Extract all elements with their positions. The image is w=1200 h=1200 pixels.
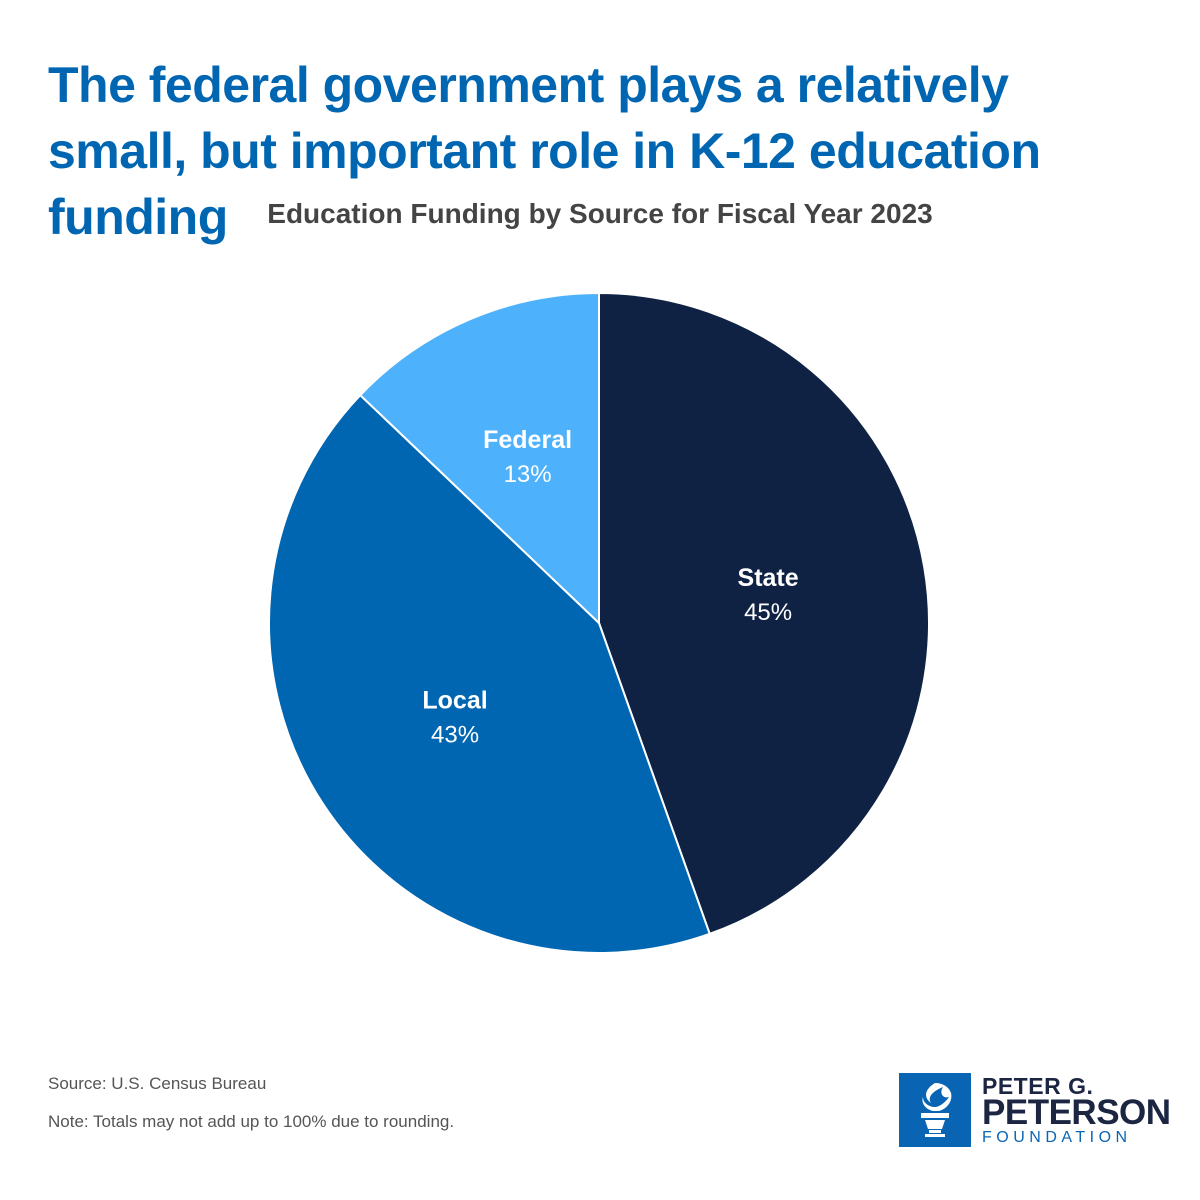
pie-slice-local [268,393,711,954]
pie-slice-federal [358,291,600,626]
torch-icon [899,1073,971,1147]
chart-title: The federal government plays a relativel… [48,57,1041,245]
peterson-foundation-logo: PETER G. PETERSON FOUNDATION [899,1073,1171,1149]
slice-label-state: State [738,564,799,592]
logo-text-line3: FOUNDATION [982,1129,1132,1146]
pie-chart: State 45% Local 43% Federal 13% [268,291,930,954]
chart-subtitle: Education Funding by Source for Fiscal Y… [267,198,933,229]
source-note: Source: U.S. Census Bureau [48,1074,267,1093]
footnote: Note: Totals may not add up to 100% due … [48,1112,455,1131]
slice-label-federal: Federal [483,426,572,454]
logo-text-line1: PETER G. [982,1073,1094,1099]
logo-text-line2: PETERSON [982,1093,1171,1132]
slice-value-state: 45% [744,599,792,626]
pie-slice-state [598,291,930,936]
slice-value-local: 43% [431,721,479,748]
slice-label-local: Local [422,686,487,714]
slice-value-federal: 13% [504,461,552,488]
